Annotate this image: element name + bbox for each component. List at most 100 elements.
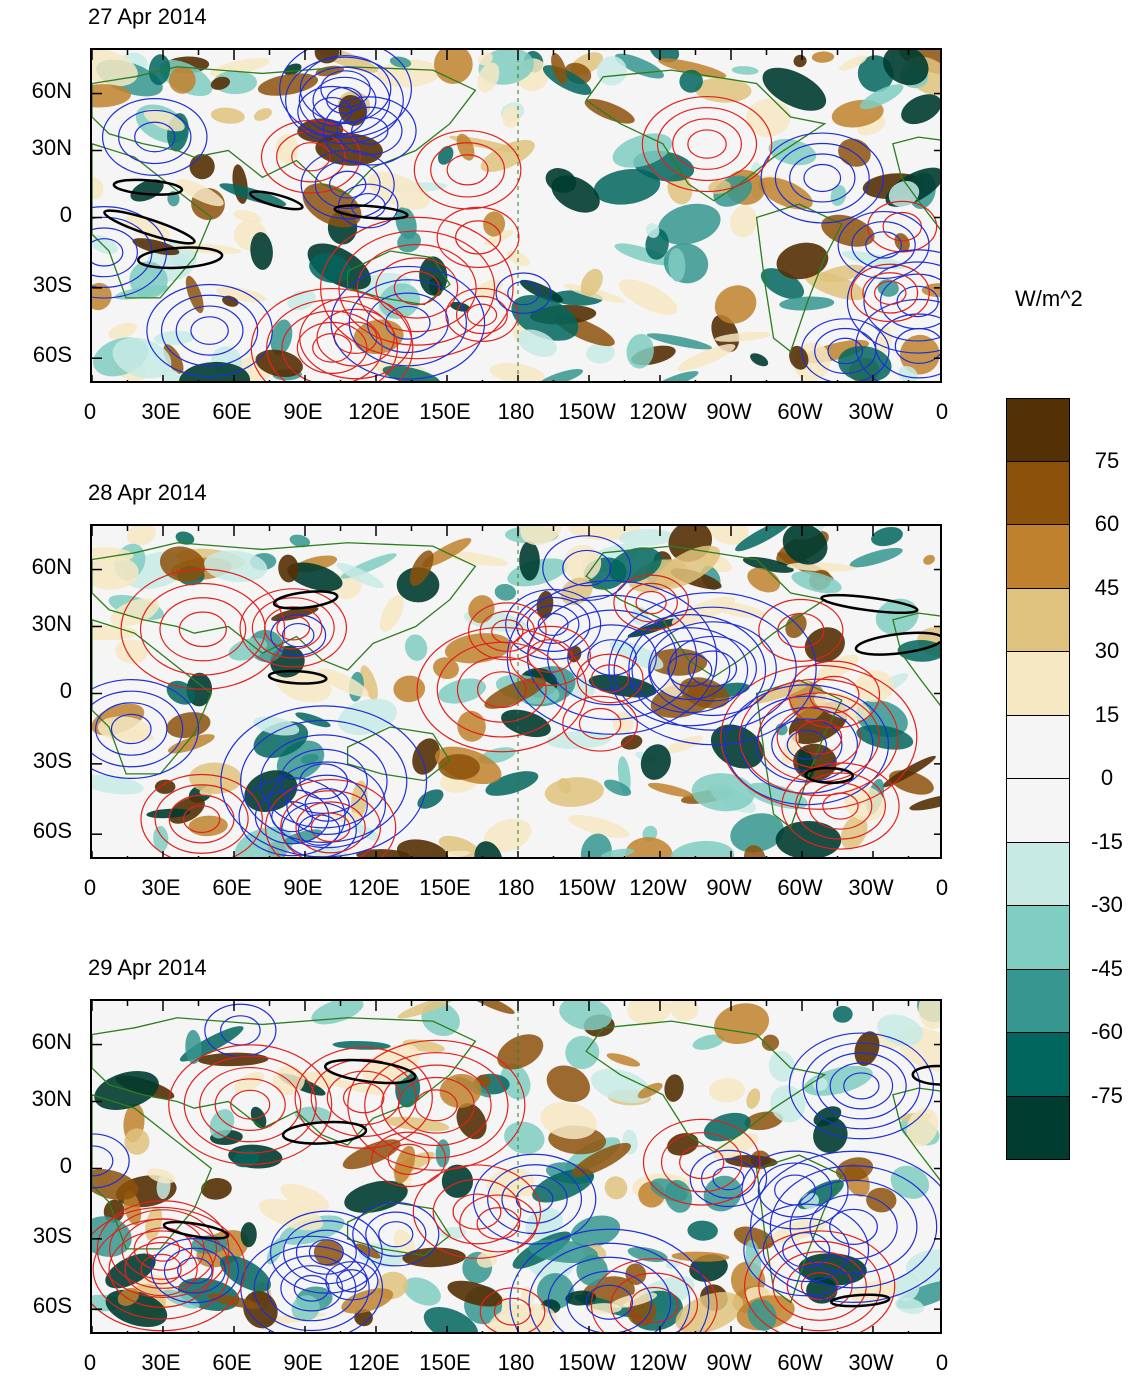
negative-contour [110, 713, 152, 745]
x-tick-label: 150E [419, 1350, 471, 1375]
anomaly-shading [906, 1108, 939, 1147]
positive-contour [468, 602, 547, 661]
anomaly-shading [567, 815, 630, 838]
anomaly-shading [178, 361, 251, 381]
anomaly-shading [132, 238, 180, 256]
anomaly-shading [580, 833, 612, 857]
anomaly-shading [483, 818, 532, 853]
negative-contour [92, 227, 138, 278]
negative-contour [837, 210, 930, 279]
positive-contour [456, 656, 547, 723]
positive-contour [867, 200, 938, 253]
positive-contour [108, 1230, 214, 1308]
anomaly-shading [576, 1254, 608, 1286]
positive-contour [347, 1039, 526, 1171]
positive-contour [479, 1287, 546, 1332]
anomaly-shading [708, 526, 749, 545]
positive-contour [124, 1242, 198, 1297]
positive-contour [590, 664, 630, 693]
coastline [585, 545, 827, 678]
negative-contour [118, 109, 192, 165]
anomaly-shading [620, 734, 643, 750]
anomaly-shading [691, 773, 755, 812]
anomaly-shading [811, 51, 835, 63]
coastline [755, 203, 843, 353]
anomaly-shading [814, 654, 859, 683]
anomaly-shading [875, 1032, 899, 1049]
anomaly-shading [210, 76, 231, 90]
negative-contour [562, 549, 612, 587]
anomaly-shading [337, 698, 397, 736]
positive-contour [250, 287, 414, 381]
map-panel-3 [90, 999, 942, 1334]
positive-contour [182, 805, 221, 834]
negative-contour [240, 719, 408, 843]
anomaly-shading [570, 1215, 621, 1248]
anomaly-shading [480, 139, 535, 172]
anomaly-shading [449, 301, 471, 312]
anomaly-shading [517, 329, 557, 358]
highlight-contour [820, 593, 919, 615]
coastline [585, 1020, 827, 1153]
positive-contour [319, 216, 514, 360]
anomaly-shading [166, 712, 211, 739]
anomaly-shading [124, 1128, 150, 1155]
x-tick-label: 180 [497, 875, 535, 900]
negative-contour [304, 787, 350, 822]
anomaly-shading [687, 1220, 718, 1241]
anomaly-shading [584, 98, 635, 124]
y-tick-label: 30S [32, 747, 72, 773]
positive-contour [264, 778, 397, 857]
negative-contour [789, 1179, 918, 1274]
negative-contour [92, 238, 124, 267]
negative-contour [270, 614, 327, 656]
positive-contour [291, 142, 331, 172]
anomaly-shading [233, 1071, 265, 1093]
anomaly-shading [497, 1034, 544, 1070]
anomaly-shading [859, 84, 904, 110]
anomaly-shading [804, 271, 867, 301]
map-canvas [92, 50, 940, 381]
x-tick-label: 90W [706, 875, 752, 900]
positive-contour [140, 773, 263, 857]
anomaly-shading [153, 825, 169, 852]
anomaly-shading [743, 845, 766, 857]
negative-contour [668, 635, 757, 702]
x-tick-label: 90W [706, 399, 752, 424]
anomaly-shading [532, 1168, 595, 1203]
negative-contour [336, 106, 403, 156]
highlight-contour [324, 1058, 417, 1085]
anomaly-shading [92, 774, 144, 795]
anomaly-shading [546, 1065, 590, 1103]
positive-contour [139, 582, 266, 676]
anomaly-shading [485, 771, 539, 796]
anomaly-shading [692, 1034, 725, 1050]
negative-contour [92, 690, 184, 768]
anomaly-shading [291, 1295, 320, 1322]
anomaly-shading [477, 62, 500, 93]
positive-contour [590, 1258, 718, 1332]
coastline [92, 619, 213, 775]
negative-contour [827, 337, 864, 365]
positive-contour [154, 784, 249, 854]
negative-contour [762, 1217, 850, 1283]
positive-contour [862, 272, 919, 314]
negative-contour [829, 1062, 894, 1110]
anomaly-shading [257, 73, 319, 96]
anomaly-shading [253, 108, 272, 121]
anomaly-shading [640, 744, 671, 780]
anomaly-shading [441, 1164, 474, 1198]
x-tick-label: 150E [419, 875, 471, 900]
anomaly-shading [412, 738, 440, 775]
x-tick-label: 150E [419, 399, 471, 424]
anomaly-shading [321, 1078, 388, 1096]
anomaly-shading [540, 1102, 597, 1140]
anomaly-shading [782, 526, 828, 565]
anomaly-shading [835, 1157, 874, 1182]
anomaly-shading [658, 58, 727, 79]
positive-contour [635, 590, 667, 615]
anomaly-shading [844, 785, 885, 821]
positive-contour [412, 1164, 542, 1259]
colorbar-box [1006, 525, 1070, 589]
positive-contour [758, 598, 844, 662]
